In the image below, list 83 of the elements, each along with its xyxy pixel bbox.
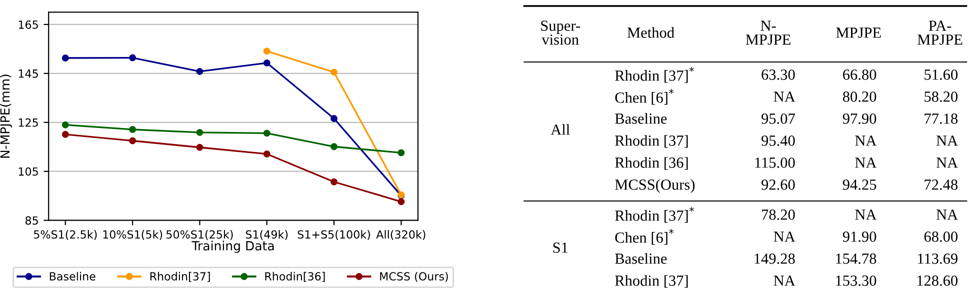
text: 154.78 (836, 254, 876, 264)
category-label: MPJPE (836, 28, 881, 38)
point (330, 178, 338, 186)
text: NA (936, 136, 958, 146)
point (62, 121, 69, 128)
x-axis-title: Training Data (192, 240, 274, 253)
x-tick-label: 50%S1(25k) (166, 230, 233, 240)
text: Rhodin [37]$^{*}$ (615, 66, 694, 83)
point (398, 198, 405, 206)
text: 94.25 (842, 180, 876, 190)
y-tick-label: 105 (18, 167, 38, 176)
point (62, 54, 69, 62)
point (196, 144, 204, 151)
x-tick-label: 10%S1(5k) (103, 230, 162, 240)
point (330, 68, 338, 76)
category-label: N- MPJPE (746, 20, 790, 45)
text: 68.00 (924, 232, 958, 242)
legend-label: MCSS (Ours) (380, 272, 448, 282)
text: NA (855, 136, 877, 146)
text: 115.00 (755, 158, 795, 168)
category-label: PA- MPJPE (918, 20, 962, 45)
x-tick-label: All(320k) (376, 230, 426, 240)
point (196, 68, 204, 75)
text: NA (936, 158, 958, 168)
point (398, 149, 405, 156)
text: 128.60 (917, 276, 958, 286)
text: 78.20 (762, 210, 795, 220)
x-tick-label: 5%S1(2.5k) (34, 230, 97, 240)
text: 153.30 (836, 276, 876, 286)
text: Rhodin [37] (615, 135, 688, 148)
text: Rhodin [37] (615, 275, 688, 288)
y-tick-label: 125 (18, 118, 38, 127)
text: 95.40 (762, 136, 795, 146)
y-tick-label: 165 (18, 20, 38, 29)
text: NA (855, 210, 877, 220)
text: 80.20 (842, 92, 876, 102)
text: 97.90 (842, 114, 876, 124)
text: All (550, 124, 570, 135)
point (196, 128, 204, 136)
point (263, 150, 270, 158)
text: 63.30 (762, 70, 795, 80)
text: MCSS(Ours) (615, 179, 695, 193)
x-tick-label: S1+S5(100k) (298, 230, 370, 240)
point (129, 54, 136, 62)
category-label: Method (627, 27, 674, 38)
category-label: Super- vision (541, 20, 580, 45)
point (263, 59, 270, 66)
text: 92.60 (762, 180, 795, 190)
legend-label: Rhodin[37] (150, 272, 210, 282)
point (62, 130, 69, 138)
point (330, 115, 338, 122)
text: Baseline (615, 253, 667, 264)
text: Rhodin [37]$^{*}$ (615, 206, 694, 223)
point (263, 48, 270, 55)
point (129, 126, 136, 133)
text: NA (774, 232, 796, 242)
legend-label: Rhodin[36] (265, 272, 325, 282)
text: 149.28 (754, 254, 795, 264)
y-tick-label: 85 (25, 216, 38, 225)
text: NA (936, 210, 958, 220)
text: 113.69 (918, 254, 958, 264)
text: Baseline (615, 113, 667, 124)
text: 91.90 (842, 232, 876, 242)
text: NA (774, 92, 796, 102)
text: NA (855, 158, 877, 168)
text: 51.60 (924, 70, 958, 80)
point (263, 130, 270, 137)
y-tick-label: 145 (18, 70, 38, 78)
text: 95.07 (762, 114, 795, 124)
legend-label: Baseline (50, 272, 96, 281)
text: 66.80 (843, 70, 876, 80)
text: Chen [6]$^{*}$ (615, 88, 674, 105)
text: S1 (553, 242, 568, 253)
text: Rhodin [36] (615, 157, 688, 170)
text: 72.48 (924, 180, 958, 190)
text: 77.18 (924, 114, 958, 124)
x-tick-label: S1(49k) (246, 230, 288, 240)
text: 58.20 (924, 92, 958, 102)
point (330, 143, 338, 150)
text: NA (774, 276, 796, 286)
text: Chen [6]$^{*}$ (615, 228, 674, 245)
y-axis-title: N-MPJPE(mm) (0, 74, 12, 158)
point (129, 137, 136, 144)
